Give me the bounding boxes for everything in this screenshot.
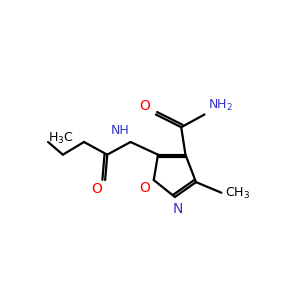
Text: NH$_2$: NH$_2$ bbox=[208, 98, 233, 113]
Text: O: O bbox=[91, 182, 102, 196]
Text: O: O bbox=[140, 182, 151, 196]
Text: CH$_3$: CH$_3$ bbox=[225, 186, 250, 201]
Text: NH: NH bbox=[111, 124, 129, 137]
Text: N: N bbox=[173, 202, 183, 216]
Text: O: O bbox=[140, 100, 151, 113]
Text: H$_3$C: H$_3$C bbox=[48, 131, 74, 146]
